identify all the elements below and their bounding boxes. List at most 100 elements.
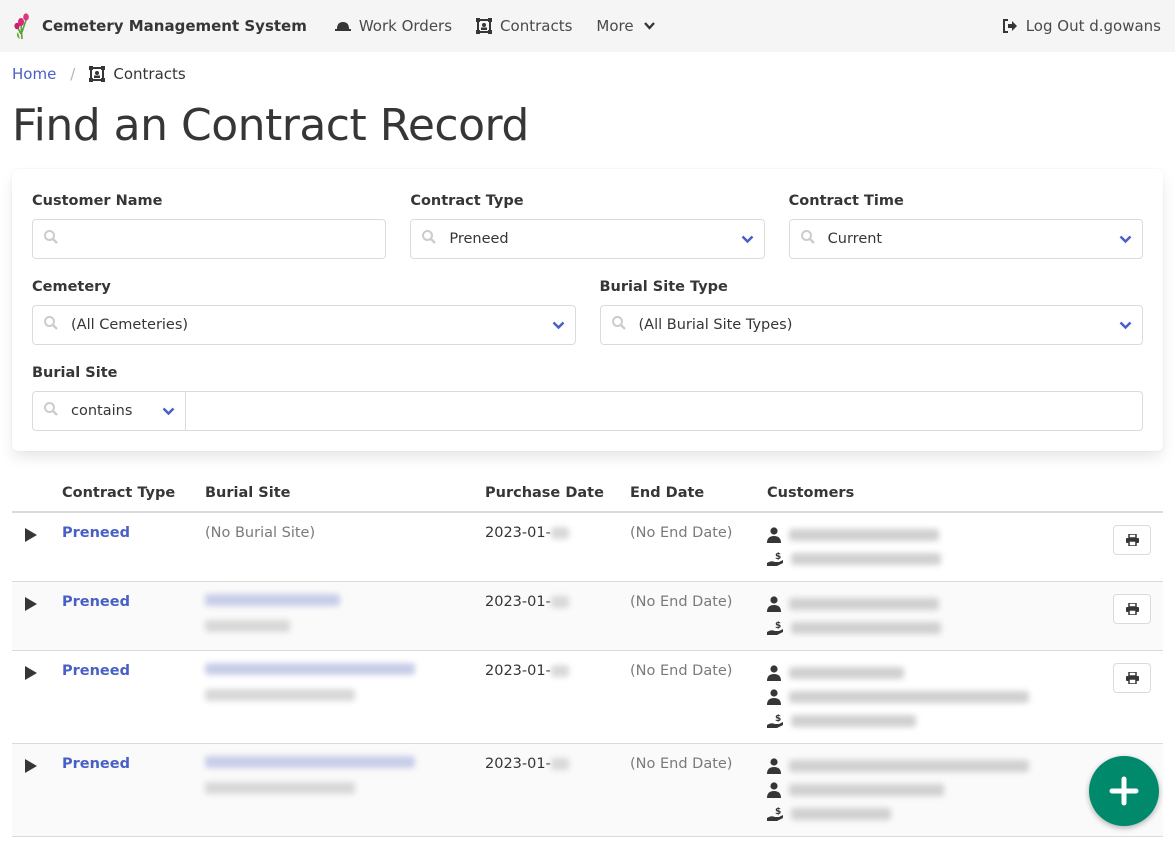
print-button[interactable]	[1113, 594, 1151, 624]
hard-hat-icon	[334, 22, 351, 31]
search-filters-panel: Customer Name Contract Type Preneed Cont…	[12, 169, 1163, 451]
contract-type-link[interactable]: Preneed	[62, 756, 130, 772]
logout-label: Log Out d.gowans	[1025, 17, 1161, 35]
burial-site-type-select[interactable]: (All Burial Site Types)	[599, 305, 1143, 345]
customer-name-label: Customer Name	[32, 193, 163, 209]
contract-time-select[interactable]: Current	[788, 219, 1143, 259]
customer-entry: $	[767, 547, 1113, 571]
svg-text:$: $	[775, 621, 781, 631]
customer-name-redacted	[791, 553, 941, 565]
print-icon	[1125, 672, 1139, 684]
hand-holding-dollar-icon: $	[767, 714, 783, 728]
search-icon	[421, 229, 437, 249]
contract-time-label: Contract Time	[788, 193, 904, 209]
customer-name-redacted	[789, 598, 939, 610]
user-icon	[767, 527, 781, 543]
expand-row-icon[interactable]	[24, 596, 38, 612]
chevron-down-icon	[741, 235, 754, 243]
contract-icon	[89, 66, 106, 82]
contract-type-link[interactable]: Preneed	[62, 525, 130, 541]
add-contract-button[interactable]	[1089, 756, 1159, 826]
breadcrumb-home[interactable]: Home	[12, 65, 57, 83]
customer-name-redacted	[791, 808, 891, 820]
customer-name-redacted	[791, 715, 916, 727]
user-icon	[767, 782, 781, 798]
burial-site-detail-redacted	[205, 689, 355, 701]
burial-site-link-redacted[interactable]	[205, 756, 415, 768]
hand-holding-dollar-icon: $	[767, 807, 783, 821]
burial-site-operator-select[interactable]: contains	[32, 391, 186, 431]
user-icon	[767, 596, 781, 612]
customer-entry	[767, 661, 1113, 685]
plus-icon	[1109, 776, 1139, 806]
purchase-date: 2023-01-	[485, 594, 551, 610]
contract-type-label: Contract Type	[410, 193, 524, 209]
purchase-date-redacted	[550, 596, 569, 608]
search-icon	[611, 315, 627, 335]
chevron-down-icon	[1119, 235, 1132, 243]
top-navbar: Cemetery Management System Work Orders C…	[0, 0, 1175, 52]
contract-type-link[interactable]: Preneed	[62, 594, 130, 610]
burial-site-text: (No Burial Site)	[205, 525, 316, 541]
nav-contracts-label: Contracts	[500, 17, 573, 35]
svg-text:$: $	[775, 807, 781, 817]
user-icon	[767, 665, 781, 681]
customer-entry	[767, 523, 1113, 547]
contract-icon	[476, 18, 493, 34]
svg-text:$: $	[775, 552, 781, 562]
burial-site-input[interactable]	[186, 391, 1143, 431]
svg-text:$: $	[775, 714, 781, 724]
customer-name-redacted	[789, 667, 904, 679]
table-row: Preneed (No Burial Site) 2023-01- (No En…	[12, 512, 1163, 582]
column-header: Burial Site	[205, 477, 485, 513]
nav-work-orders-label: Work Orders	[358, 17, 453, 35]
cemetery-select[interactable]: (All Cemeteries)	[32, 305, 576, 345]
search-icon	[43, 229, 59, 249]
user-icon	[767, 689, 781, 705]
expand-row-icon[interactable]	[24, 527, 38, 543]
print-button[interactable]	[1113, 525, 1151, 555]
customer-name-redacted	[789, 760, 1029, 772]
purchase-date-redacted	[550, 665, 569, 677]
burial-site-link-redacted[interactable]	[205, 594, 340, 606]
contracts-results-table: Contract Type Burial Site Purchase Date …	[12, 477, 1163, 837]
user-icon	[767, 758, 781, 774]
table-row: Preneed 2023-01- (No End Date) $	[12, 650, 1163, 744]
end-date: (No End Date)	[630, 663, 733, 679]
customer-entry	[767, 592, 1113, 616]
breadcrumb: Home / Contracts	[0, 52, 1175, 96]
nav-more-label: More	[596, 17, 634, 35]
brand-link[interactable]: Cemetery Management System	[14, 12, 307, 40]
burial-site-link-redacted[interactable]	[205, 663, 415, 675]
purchase-date-redacted	[550, 758, 569, 770]
print-button[interactable]	[1113, 663, 1151, 693]
expand-row-icon[interactable]	[24, 665, 38, 681]
end-date: (No End Date)	[630, 756, 733, 772]
customer-entry: $	[767, 616, 1113, 640]
burial-site-type-label: Burial Site Type	[599, 279, 728, 295]
burial-site-label: Burial Site	[32, 365, 118, 381]
tulip-logo-icon	[14, 13, 29, 40]
customer-entry: $	[767, 802, 1113, 826]
customer-entry	[767, 754, 1113, 778]
print-icon	[1125, 534, 1139, 546]
customer-entry: $	[767, 709, 1113, 733]
contract-type-select[interactable]: Preneed	[410, 219, 765, 259]
cemetery-label: Cemetery	[32, 279, 111, 295]
search-icon	[43, 315, 59, 335]
customer-name-redacted	[789, 691, 1029, 703]
nav-more-dropdown[interactable]: More	[596, 17, 662, 35]
table-row: Preneed 2023-01- (No End Date) $	[12, 581, 1163, 651]
search-icon	[800, 229, 816, 249]
logout-link[interactable]: Log Out d.gowans	[1002, 17, 1161, 35]
nav-work-orders[interactable]: Work Orders	[334, 17, 453, 35]
expand-row-icon[interactable]	[24, 758, 38, 774]
customer-name-redacted	[789, 529, 939, 541]
customer-name-redacted	[789, 784, 944, 796]
breadcrumb-current: Contracts	[113, 65, 186, 83]
chevron-down-icon	[643, 22, 655, 30]
column-header: Contract Type	[62, 477, 205, 513]
customer-name-input[interactable]	[32, 219, 387, 259]
contract-type-link[interactable]: Preneed	[62, 663, 130, 679]
nav-contracts[interactable]: Contracts	[476, 17, 572, 35]
